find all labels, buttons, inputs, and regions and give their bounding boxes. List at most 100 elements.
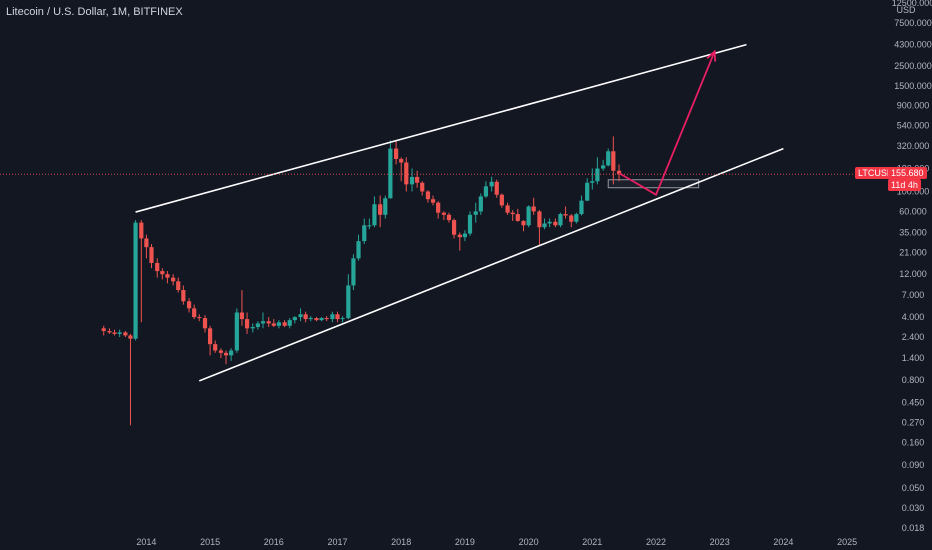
candle-body bbox=[208, 328, 213, 345]
price-tick-label: 1500.000 bbox=[894, 81, 932, 91]
candle-body bbox=[165, 274, 170, 278]
demand-zone[interactable] bbox=[607, 179, 700, 189]
arrow-head bbox=[706, 49, 717, 62]
candle-body bbox=[234, 312, 239, 351]
candle-body bbox=[112, 332, 117, 334]
candle-body bbox=[139, 222, 144, 239]
candles bbox=[101, 136, 622, 426]
candle-body bbox=[399, 158, 404, 163]
candle-body bbox=[367, 225, 372, 227]
time-tick-label: 2016 bbox=[264, 537, 284, 547]
price-tick-label: 2500.000 bbox=[894, 61, 932, 71]
price-tick-label: 100.000 bbox=[897, 186, 930, 196]
countdown-value: 11d 4h bbox=[891, 180, 918, 190]
exchange-label: BITFINEX bbox=[133, 6, 183, 18]
price-tick-label: 7500.000 bbox=[894, 18, 932, 28]
candle-body bbox=[441, 212, 446, 215]
candle-body bbox=[123, 332, 128, 336]
currency-label: USD bbox=[896, 5, 916, 15]
time-tick-label: 2021 bbox=[582, 537, 602, 547]
price-tick-label: 60.000 bbox=[899, 206, 927, 216]
price-badge-value-box: 155.680 bbox=[888, 167, 927, 179]
candle-body bbox=[117, 332, 122, 334]
candle-body bbox=[489, 181, 494, 187]
interval-label[interactable]: 1M bbox=[111, 6, 128, 18]
candle-body bbox=[505, 205, 510, 213]
candle-body bbox=[250, 327, 255, 329]
price-tick-label: 4.000 bbox=[902, 312, 925, 322]
price-tick-label: 0.160 bbox=[902, 438, 925, 448]
trendlines[interactable] bbox=[135, 43, 784, 382]
candle-body bbox=[255, 323, 260, 328]
candle-body bbox=[531, 206, 536, 212]
candle-body bbox=[282, 322, 287, 326]
candle-body bbox=[239, 312, 245, 320]
candle-body bbox=[244, 319, 250, 329]
candle-body bbox=[547, 221, 552, 224]
candle-body bbox=[303, 314, 308, 320]
candle-body bbox=[335, 314, 340, 320]
candle-body bbox=[319, 318, 324, 321]
candle-body bbox=[362, 225, 367, 242]
candle-body bbox=[553, 221, 558, 226]
time-tick-label: 2024 bbox=[773, 537, 793, 547]
candle-body bbox=[388, 148, 393, 199]
candle-body bbox=[451, 220, 457, 235]
candle-body bbox=[176, 281, 181, 291]
candle-body bbox=[287, 320, 292, 326]
candle-body bbox=[457, 234, 462, 238]
price-tick-label: 0.270 bbox=[902, 417, 925, 427]
candle-body bbox=[569, 215, 574, 222]
candle-body bbox=[601, 165, 606, 169]
candle-body bbox=[611, 151, 616, 171]
candle-body bbox=[213, 344, 218, 351]
demand-zone-rect[interactable] bbox=[607, 179, 700, 189]
candle-body bbox=[160, 271, 165, 275]
candle-body bbox=[616, 170, 622, 175]
upper-trendline[interactable] bbox=[135, 43, 747, 213]
candle-body bbox=[266, 321, 271, 324]
candle-body bbox=[409, 176, 415, 185]
candle-body bbox=[223, 352, 229, 356]
time-tick-label: 2014 bbox=[136, 537, 156, 547]
candle-body bbox=[324, 318, 329, 320]
time-tick-label: 2022 bbox=[646, 537, 666, 547]
candle-body bbox=[260, 321, 266, 324]
candle-body bbox=[308, 318, 313, 320]
candle-body bbox=[186, 301, 192, 309]
price-tick-label: 21.000 bbox=[899, 247, 927, 257]
price-axis[interactable]: 0.018 0.030 0.050 0.090 0.160 0.270 0.450 0.800… bbox=[892, 0, 932, 533]
candle-body bbox=[276, 322, 281, 326]
price-tick-label: 2.400 bbox=[902, 332, 925, 342]
price-tick-label: 540.000 bbox=[897, 121, 930, 131]
price-tick-label: 12500.000 bbox=[892, 0, 932, 8]
candle-body bbox=[181, 290, 186, 302]
projection-arrow[interactable] bbox=[618, 49, 717, 197]
price-tick-label: 4300.000 bbox=[894, 40, 932, 50]
candle-body bbox=[521, 220, 526, 226]
candle-body bbox=[218, 350, 224, 353]
title-separator-2: , bbox=[127, 6, 134, 18]
candle-body bbox=[526, 206, 531, 226]
price-tick-label: 0.050 bbox=[902, 483, 925, 493]
candle-body bbox=[171, 277, 176, 282]
candle-body bbox=[144, 238, 149, 248]
candle-body bbox=[197, 317, 202, 319]
candle-body bbox=[340, 318, 345, 320]
candle-body bbox=[430, 199, 436, 203]
candle-body bbox=[483, 186, 489, 197]
price-tick-label: 12.000 bbox=[899, 269, 927, 279]
time-tick-label: 2020 bbox=[519, 537, 539, 547]
time-axis[interactable]: 2014 2015 2016 2017 2018 2019 2020 2021 2022 2023… bbox=[136, 537, 857, 547]
projection-path[interactable] bbox=[618, 51, 716, 197]
candle-body bbox=[314, 318, 319, 321]
price-badge-ticker: LTCUSD bbox=[858, 168, 894, 178]
price-tick-label: 1.400 bbox=[902, 353, 925, 363]
candle-body bbox=[537, 211, 542, 228]
candle-body bbox=[585, 182, 590, 201]
lower-trendline[interactable] bbox=[198, 147, 784, 382]
candle-body bbox=[133, 222, 138, 339]
candle-body bbox=[351, 258, 356, 286]
candle-body bbox=[202, 318, 208, 329]
